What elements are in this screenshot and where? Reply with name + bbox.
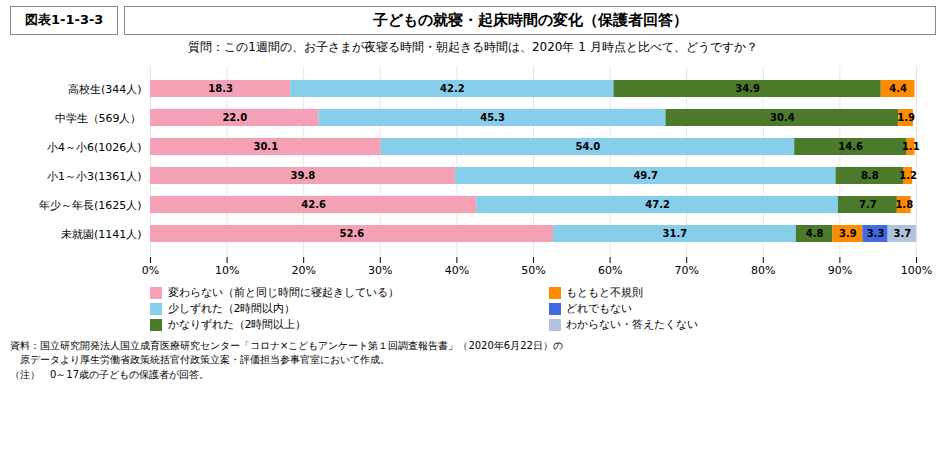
html-text:資料：国立研究開発法人国立成育医療研究センター「コロナ×こど: 資料：国立研究開発法人国立成育医療研究センター「コロナ×こどもアンケート第１回調… xyxy=(10,339,563,351)
svg-text:40%: 40% xyxy=(445,264,469,277)
svg-text:0%: 0% xyxy=(142,264,159,277)
svg-text:90%: 90% xyxy=(828,264,852,277)
svg-text:3.7: 3.7 xyxy=(893,228,911,239)
svg-text:30.1: 30.1 xyxy=(253,141,278,152)
html-text:かなりずれた（2時間以上）: かなりずれた（2時間以上） xyxy=(167,318,307,331)
svg-text:中学生（569人）: 中学生（569人） xyxy=(55,112,142,125)
svg-text:100%: 100% xyxy=(901,264,932,277)
svg-text:4.4: 4.4 xyxy=(889,83,907,94)
svg-text:未就園(1141人): 未就園(1141人) xyxy=(61,228,142,241)
svg-text:22.0: 22.0 xyxy=(222,112,247,123)
svg-text:10%: 10% xyxy=(215,264,239,277)
svg-text:3.3: 3.3 xyxy=(867,228,885,239)
svg-text:1.2: 1.2 xyxy=(899,170,917,181)
svg-text:4.8: 4.8 xyxy=(806,228,824,239)
svg-text:52.6: 52.6 xyxy=(340,228,365,239)
svg-text:20%: 20% xyxy=(291,264,315,277)
svg-text:45.3: 45.3 xyxy=(480,112,505,123)
svg-text:42.2: 42.2 xyxy=(440,83,465,94)
html-text:（注） 0～17歳の子どもの保護者が回答。: （注） 0～17歳の子どもの保護者が回答。 xyxy=(10,368,210,380)
svg-text:8.8: 8.8 xyxy=(861,170,879,181)
svg-text:34.9: 34.9 xyxy=(735,83,760,94)
html-text:わからない・答えたくない: わからない・答えたくない xyxy=(566,318,698,331)
svg-text:18.3: 18.3 xyxy=(208,83,233,94)
svg-text:49.7: 49.7 xyxy=(633,170,658,181)
svg-text:42.6: 42.6 xyxy=(301,199,326,210)
html-text:変わらない（前と同じ時間に寝起きしている）: 変わらない（前と同じ時間に寝起きしている） xyxy=(167,286,399,299)
svg-text:70%: 70% xyxy=(674,264,698,277)
svg-text:小4～小6(1026人): 小4～小6(1026人) xyxy=(47,141,142,154)
html-text:図表1-1-3-3: 図表1-1-3-3 xyxy=(25,12,104,27)
html-text:少しずれた（2時間以内）: 少しずれた（2時間以内） xyxy=(167,302,296,315)
svg-text:3.9: 3.9 xyxy=(839,228,857,239)
html-text:どれでもない: どれでもない xyxy=(566,302,632,315)
svg-text:80%: 80% xyxy=(751,264,775,277)
svg-text:14.6: 14.6 xyxy=(838,141,863,152)
svg-text:30.4: 30.4 xyxy=(770,112,795,123)
svg-text:高校生(344人): 高校生(344人) xyxy=(68,83,142,96)
svg-text:1.9: 1.9 xyxy=(897,112,915,123)
svg-text:30%: 30% xyxy=(368,264,392,277)
svg-text:1.8: 1.8 xyxy=(895,199,913,210)
html-text:原データより厚生労働省政策統括官付政策立案・評価担当参事官室: 原データより厚生労働省政策統括官付政策立案・評価担当参事官室において作成。 xyxy=(10,354,390,365)
svg-text:1.1: 1.1 xyxy=(902,141,920,152)
html-text:質問：この1週間の、お子さまが夜寝る時間・朝起きる時間は、2: 質問：この1週間の、お子さまが夜寝る時間・朝起きる時間は、2020年 1 月時点… xyxy=(188,40,758,54)
svg-text:7.7: 7.7 xyxy=(859,199,877,210)
svg-text:47.2: 47.2 xyxy=(645,199,670,210)
svg-text:60%: 60% xyxy=(598,264,622,277)
svg-text:小1～小3(1361人): 小1～小3(1361人) xyxy=(47,170,142,183)
html-text:もともと不規則: もともと不規則 xyxy=(566,286,643,299)
svg-text:31.7: 31.7 xyxy=(662,228,687,239)
svg-text:年少～年長(1625人): 年少～年長(1625人) xyxy=(39,199,142,212)
svg-text:39.8: 39.8 xyxy=(291,170,316,181)
svg-text:54.0: 54.0 xyxy=(576,141,601,152)
svg-text:50%: 50% xyxy=(521,264,545,277)
html-text:子どもの就寝・起床時間の変化（保護者回答）: 子どもの就寝・起床時間の変化（保護者回答） xyxy=(372,11,688,29)
